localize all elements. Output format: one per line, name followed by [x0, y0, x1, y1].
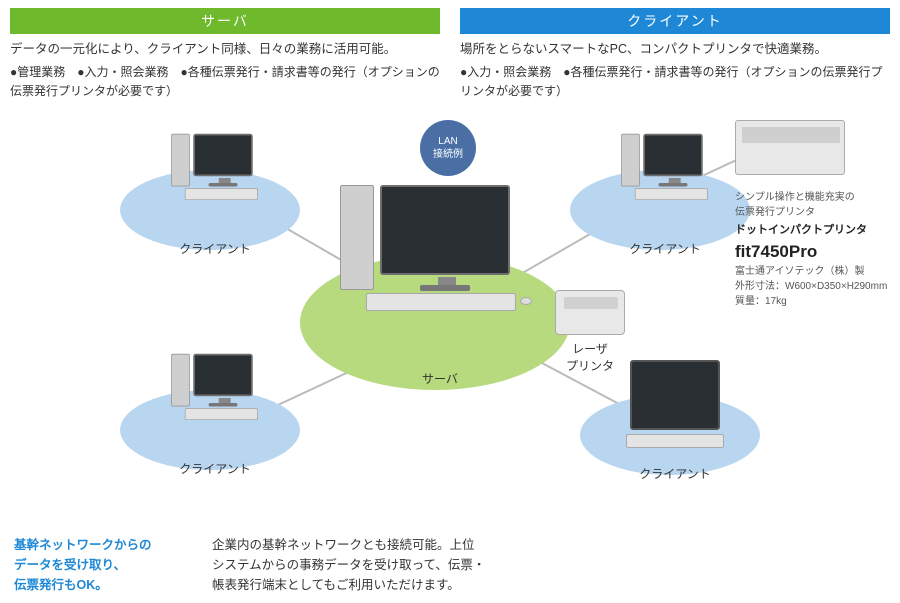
printer-spec-model: fit7450Pro	[735, 239, 890, 265]
client-device-tr	[643, 134, 703, 177]
client-banner: クライアント	[460, 8, 890, 34]
server-desc: データの一元化により、クライアント同様、日々の業務に活用可能。	[10, 40, 440, 59]
printer-spec-line3: ドットインパクトプリンタ	[735, 222, 890, 239]
client-device-bl	[193, 354, 253, 397]
client-bullets: ●入力・照会業務 ●各種伝票発行・請求書等の発行（オプションの伝票発行プリンタが…	[460, 63, 890, 101]
footer: 基幹ネットワークからの データを受け取り、 伝票発行もOK。 企業内の基幹ネット…	[14, 535, 884, 595]
lan-badge: LAN 接続例	[420, 120, 476, 176]
lan-badge-line2: 接続例	[433, 148, 463, 161]
client-label-tl: クライアント	[175, 240, 255, 257]
footer-left: 基幹ネットワークからの データを受け取り、 伝票発行もOK。	[14, 535, 194, 595]
client-ellipse-tr	[570, 170, 750, 250]
server-label: サーバ	[410, 370, 470, 387]
client-desc: 場所をとらないスマートなPC、コンパクトプリンタで快適業務。	[460, 40, 890, 59]
footer-right: 企業内の基幹ネットワークとも接続可能。上位 システムからの事務データを受け取って…	[212, 535, 884, 595]
client-ellipse-bl	[120, 390, 300, 470]
printer-spec-maker: 富士通アイソテック（株）製	[735, 264, 890, 279]
server-banner: サーバ	[10, 8, 440, 34]
server-bullets: ●管理業務 ●入力・照会業務 ●各種伝票発行・請求書等の発行（オプションの伝票発…	[10, 63, 440, 101]
printer-spec-line2: 伝票発行プリンタ	[735, 205, 890, 220]
printer-spec-dims: 外形寸法：W600×D350×H290mm	[735, 279, 890, 294]
printer-spec: シンプル操作と機能充実の 伝票発行プリンタ ドットインパクトプリンタ fit74…	[735, 190, 890, 309]
dot-printer-icon	[735, 120, 845, 175]
server-device	[380, 185, 510, 275]
printer-spec-weight: 質量：17kg	[735, 294, 890, 309]
client-device-tl	[193, 134, 253, 177]
printer-spec-line1: シンプル操作と機能充実の	[735, 190, 890, 205]
client-ellipse-tl	[120, 170, 300, 250]
client-label-br: クライアント	[635, 465, 715, 482]
client-label-tr: クライアント	[625, 240, 705, 257]
laser-printer-icon	[555, 290, 625, 335]
laser-printer-label: レーザ プリンタ	[555, 340, 625, 374]
lan-badge-line1: LAN	[438, 135, 457, 148]
client-label-bl: クライアント	[175, 460, 255, 477]
